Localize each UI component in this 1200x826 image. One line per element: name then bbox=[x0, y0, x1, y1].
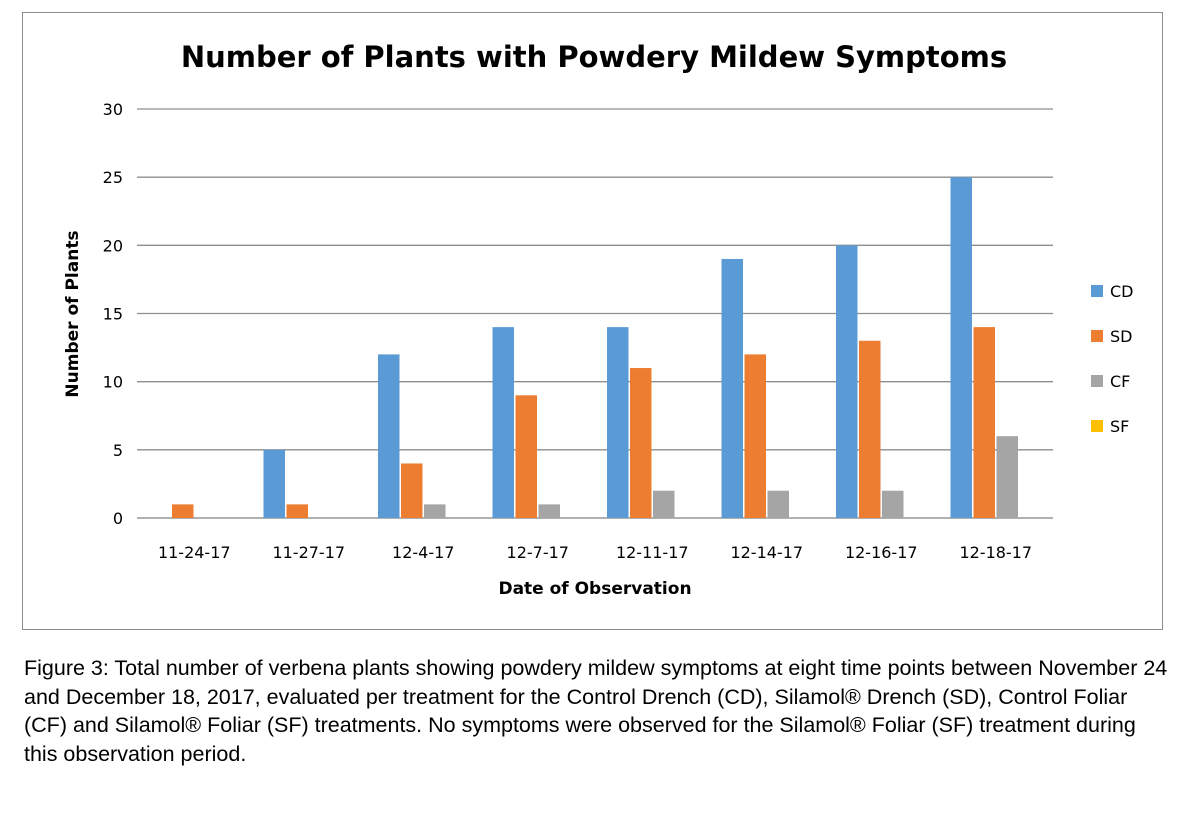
y-tick-label: 30 bbox=[103, 100, 123, 119]
bar-cd-12-18-17 bbox=[950, 177, 972, 518]
gridlines bbox=[137, 108, 1053, 519]
bar-sd-12-14-17 bbox=[744, 354, 766, 518]
bar-sd-12-11-17 bbox=[630, 368, 652, 518]
legend-swatch-cd bbox=[1091, 285, 1103, 297]
figure-caption: Figure 3: Total number of verbena plants… bbox=[24, 656, 1168, 766]
y-tick-labels: 0 5 10 15 20 25 30 bbox=[103, 100, 123, 528]
chart-title: Number of Plants with Powdery Mildew Sym… bbox=[181, 40, 1007, 74]
bar-cf-12-14-17 bbox=[767, 490, 789, 518]
x-axis-title: Date of Observation bbox=[498, 579, 691, 599]
x-tick-label: 12-7-17 bbox=[507, 543, 569, 562]
legend-swatch-sd bbox=[1091, 330, 1103, 342]
bar-sd-11-24-17 bbox=[172, 504, 194, 518]
y-axis-title: Number of Plants bbox=[63, 230, 83, 397]
x-tick-label: 12-4-17 bbox=[392, 543, 454, 562]
x-tick-label: 12-16-17 bbox=[845, 543, 918, 562]
bar-cf-12-4-17 bbox=[424, 504, 446, 518]
legend: CD SD CF SF bbox=[1091, 282, 1134, 436]
chart-frame: Number of Plants with Powdery Mildew Sym… bbox=[22, 12, 1163, 630]
chart-svg: Number of Plants with Powdery Mildew Sym… bbox=[63, 40, 1134, 599]
legend-swatch-sf bbox=[1091, 420, 1103, 432]
x-tick-label: 11-24-17 bbox=[158, 543, 231, 562]
bar-cf-12-18-17 bbox=[996, 436, 1018, 518]
y-tick-label: 15 bbox=[103, 305, 123, 324]
bar-cd-11-27-17 bbox=[263, 449, 285, 518]
bar-cd-12-7-17 bbox=[492, 327, 514, 518]
bar-cf-12-7-17 bbox=[538, 504, 560, 518]
bar-cf-12-16-17 bbox=[882, 490, 904, 518]
legend-label-cf: CF bbox=[1110, 372, 1130, 391]
x-tick-labels: 11-24-17 11-27-17 12-4-17 12-7-17 12-11-17 12… bbox=[158, 543, 1032, 562]
legend-swatch-cf bbox=[1091, 375, 1103, 387]
y-tick-label: 0 bbox=[113, 509, 123, 528]
bar-cf-12-11-17 bbox=[653, 490, 675, 518]
bar-cd-12-4-17 bbox=[378, 354, 400, 518]
bar-sd-12-16-17 bbox=[859, 340, 881, 518]
bars bbox=[172, 177, 1018, 519]
x-tick-label: 11-27-17 bbox=[272, 543, 345, 562]
bar-sd-12-4-17 bbox=[401, 463, 423, 518]
y-tick-label: 5 bbox=[113, 441, 123, 460]
bar-sd-12-18-17 bbox=[973, 327, 995, 518]
legend-label-sd: SD bbox=[1110, 327, 1132, 346]
y-tick-label: 10 bbox=[103, 373, 123, 392]
bar-cd-12-11-17 bbox=[607, 327, 629, 518]
x-tick-label: 12-18-17 bbox=[959, 543, 1032, 562]
legend-label-sf: SF bbox=[1110, 417, 1129, 436]
x-tick-label: 12-11-17 bbox=[616, 543, 689, 562]
bar-cd-12-16-17 bbox=[836, 245, 858, 519]
legend-label-cd: CD bbox=[1110, 282, 1134, 301]
y-tick-label: 25 bbox=[103, 168, 123, 187]
bar-sd-11-27-17 bbox=[286, 504, 308, 518]
x-tick-label: 12-14-17 bbox=[730, 543, 803, 562]
y-tick-label: 20 bbox=[103, 236, 123, 255]
bar-sd-12-7-17 bbox=[515, 395, 537, 518]
bar-cd-12-14-17 bbox=[721, 258, 743, 518]
